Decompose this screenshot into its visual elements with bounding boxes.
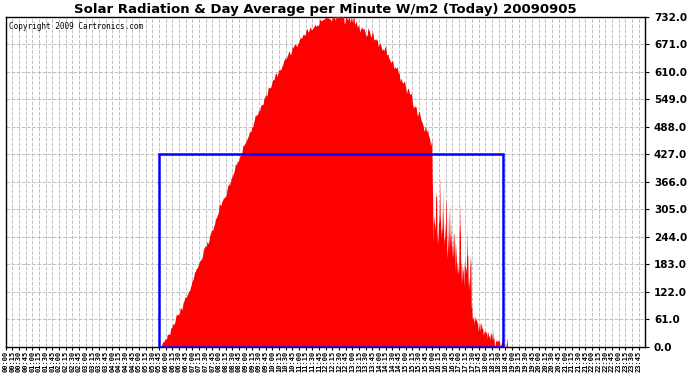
Text: Copyright 2009 Cartronics.com: Copyright 2009 Cartronics.com [9, 22, 143, 31]
Title: Solar Radiation & Day Average per Minute W/m2 (Today) 20090905: Solar Radiation & Day Average per Minute… [74, 3, 577, 16]
Bar [159, 154, 503, 347]
